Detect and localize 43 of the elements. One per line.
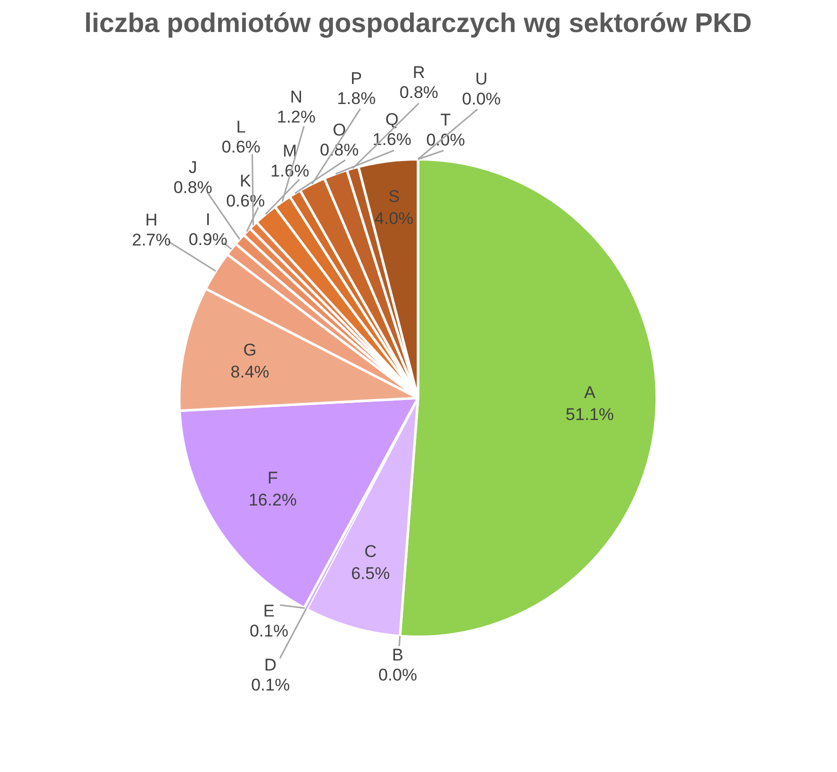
data-label: 0.1% [250, 621, 288, 640]
slice-label: E [263, 601, 275, 620]
data-label: 51.1% [566, 405, 614, 424]
data-label: 1.6% [372, 130, 412, 150]
slice-label: O [332, 120, 346, 140]
slice-label: J [188, 158, 198, 177]
slice-label: P [350, 69, 362, 88]
slice-label: G [243, 340, 257, 360]
text: 0.0% [462, 89, 501, 108]
slice-label: A [584, 383, 596, 402]
text: 0.0% [378, 666, 418, 685]
slice-label: I [206, 210, 210, 230]
slice-label: F [267, 468, 278, 488]
slice-label: H [145, 210, 158, 230]
data-label: 0.9% [188, 230, 228, 250]
data-label: 6.5% [351, 564, 390, 583]
slice-label: S [388, 187, 400, 206]
data-label: 8.4% [230, 362, 270, 382]
data-label: 16.2% [248, 490, 297, 510]
data-label: 1.6% [270, 161, 310, 180]
data-label: 0.8% [173, 178, 212, 197]
slice-label: C [364, 542, 377, 561]
slice-label: L [236, 117, 246, 136]
slice-label: K [240, 172, 252, 191]
slice-label: N [290, 87, 302, 106]
slice-label: Q [385, 110, 399, 130]
text: 0.0% [426, 130, 465, 150]
slice-label: R [412, 62, 426, 82]
data-label: 0.8% [320, 140, 359, 160]
slice-label: D [264, 656, 277, 675]
category-label: U [475, 69, 488, 88]
data-label: 1.8% [336, 89, 376, 108]
data-label: 0.6% [226, 192, 265, 211]
data-label: 0.6% [222, 137, 260, 156]
data-label: 2.7% [132, 230, 171, 250]
legend-label: B [392, 646, 404, 665]
data-label: 1.2% [276, 107, 316, 126]
data-label: 0.1% [251, 676, 290, 695]
data-label: 4.0% [374, 209, 414, 228]
data-label: 0.8% [400, 82, 438, 102]
slice-label: M [282, 141, 297, 160]
category-label: T [440, 110, 451, 130]
chart-title: liczba podmiotów gospodarczych wg sektorów PKD [83, 8, 753, 39]
